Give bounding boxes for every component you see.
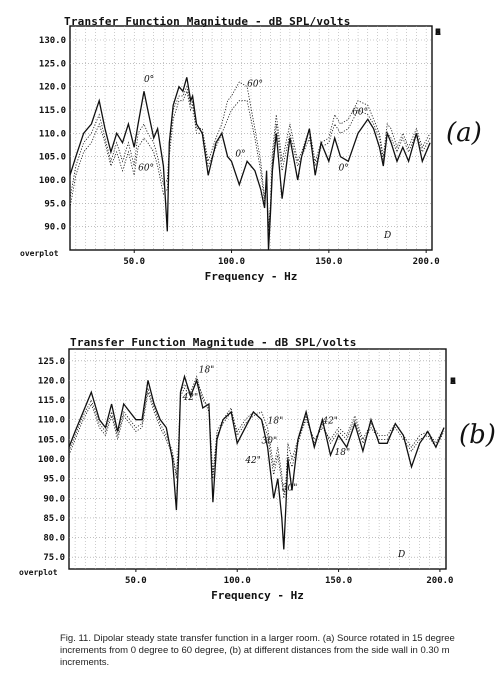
x-axis-label: Frequency - Hz <box>205 270 298 283</box>
y-tick-label: 90.0 <box>44 223 66 233</box>
x-tick-label: 50.0 <box>123 257 145 267</box>
y-tick-label: 95.0 <box>43 475 65 485</box>
chart-title-b: Transfer Function Magnitude - dB SPL/vol… <box>70 336 357 349</box>
x-tick-label: 100.0 <box>224 576 251 586</box>
y-tick-label: 90.0 <box>43 494 65 504</box>
figure-caption: Fig. 11. Dipolar steady state transfer f… <box>60 633 455 668</box>
y-tick-label: 75.0 <box>43 553 65 563</box>
curve-annotation: 42" <box>244 456 261 466</box>
vendor-letter: S <box>450 377 456 387</box>
curve-annotation: 30" <box>262 436 278 446</box>
y-tick-label: 95.0 <box>44 199 66 209</box>
vendor-letter: S <box>435 28 441 38</box>
curve-annotation: 18" <box>199 366 215 376</box>
series-line-3 <box>69 89 431 232</box>
y-tick-label: 120.0 <box>38 376 65 386</box>
y-tick-label: 80.0 <box>43 534 65 544</box>
x-tick-label: 150.0 <box>315 257 342 267</box>
curve-annotation: 60° <box>138 164 154 174</box>
overplot-label: overplot <box>20 249 59 258</box>
y-tick-label: 105.0 <box>39 153 66 163</box>
series-line-1 <box>69 77 431 251</box>
curve-annotation: 18" <box>268 417 284 427</box>
y-tick-label: 125.0 <box>39 59 66 69</box>
x-tick-label: 50.0 <box>125 576 147 586</box>
corner-mark: D <box>383 231 391 241</box>
panel-tag-a: (a) <box>446 118 482 148</box>
vendor-letter: M <box>450 377 456 387</box>
chart-b: 75.0 80.0 85.0 90.0 95.0 100.0 105.0 110.0 115.0… <box>19 348 453 602</box>
y-tick-label: 115.0 <box>38 396 65 406</box>
curve-annotation: 18" <box>335 448 351 458</box>
y-tick-label: 100.0 <box>38 455 65 465</box>
x-axis-label: Frequency - Hz <box>211 589 304 602</box>
curve-annotation: 60° <box>247 80 263 90</box>
x-tick-label: 200.0 <box>426 576 453 586</box>
x-tick-label: 100.0 <box>218 257 245 267</box>
y-tick-label: 115.0 <box>39 106 66 116</box>
curve-annotation: 42" <box>182 393 199 403</box>
y-tick-label: 110.0 <box>38 416 65 426</box>
curve-annotation: 0° <box>339 164 349 174</box>
vendor-letter: L <box>450 377 456 387</box>
x-tick-label: 200.0 <box>413 257 440 267</box>
curve-annotation: 0° <box>144 75 154 85</box>
curve-annotation: 0° <box>235 150 245 160</box>
y-tick-label: 125.0 <box>38 357 65 367</box>
corner-mark: D <box>397 550 405 560</box>
series-line-1 <box>68 374 445 550</box>
vendor-letter: S <box>450 377 456 387</box>
y-tick-label: 130.0 <box>39 36 66 46</box>
vendor-letter: S <box>435 28 441 38</box>
curve-annotation: 60° <box>352 108 368 118</box>
chart-a: 90.0 95.0 100.0 105.0 110.0 115.0 120.0 125.0 13… <box>20 25 440 283</box>
vendor-letter: A <box>450 377 456 387</box>
x-tick-label: 150.0 <box>325 576 352 586</box>
panel-tag-b: (b) <box>459 420 496 450</box>
curve-annotation: 30" <box>282 483 298 493</box>
y-tick-label: 100.0 <box>39 176 66 186</box>
vendor-letter: A <box>435 28 441 38</box>
vendor-letter: L <box>435 28 441 38</box>
vendor-letter: M <box>435 28 441 38</box>
series-line-2 <box>68 375 445 499</box>
y-tick-label: 85.0 <box>43 514 65 524</box>
series-line-2 <box>69 81 431 227</box>
chart-title-a: Transfer Function Magnitude - dB SPL/vol… <box>64 15 351 28</box>
curve-annotation: 42" <box>321 417 338 427</box>
overplot-label: overplot <box>19 568 58 577</box>
y-tick-label: 120.0 <box>39 83 66 93</box>
y-tick-label: 110.0 <box>39 129 66 139</box>
series-line-3 <box>68 379 445 496</box>
y-tick-label: 105.0 <box>38 435 65 445</box>
